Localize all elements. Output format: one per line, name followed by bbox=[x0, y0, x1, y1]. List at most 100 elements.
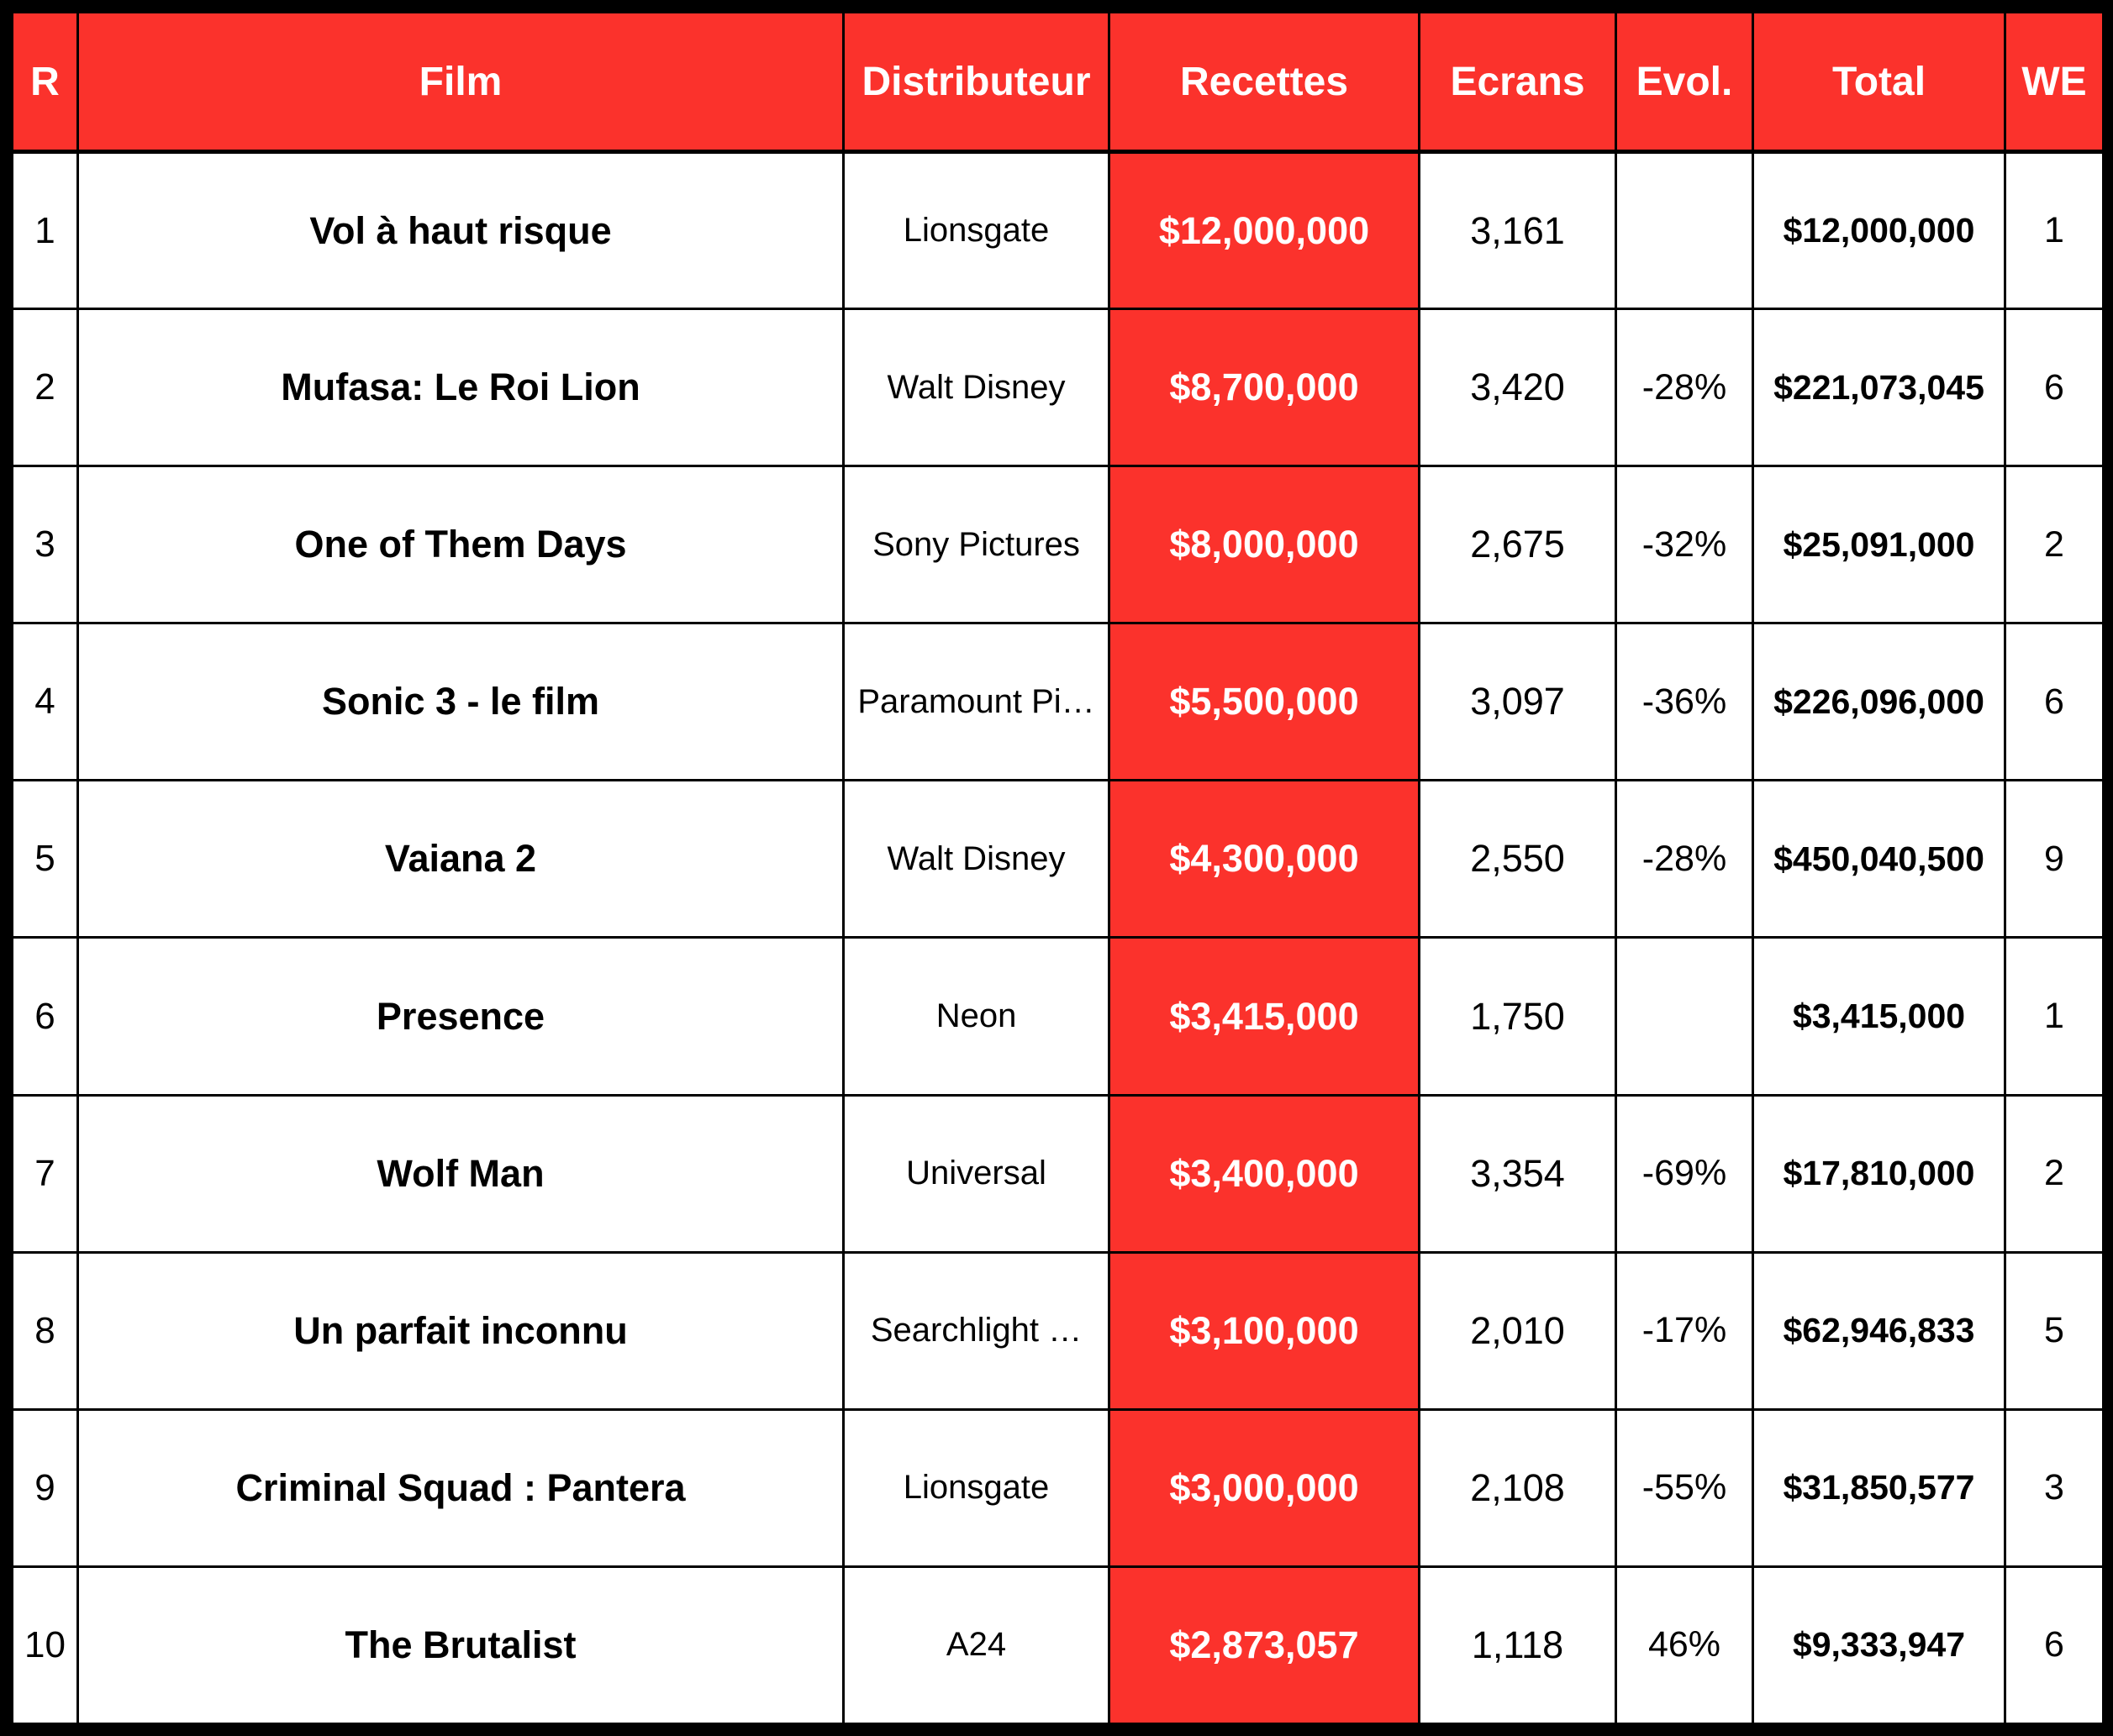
cell-rank: 3 bbox=[11, 465, 79, 625]
cell-receipts: $5,500,000 bbox=[1108, 622, 1420, 782]
cell-screens: 2,675 bbox=[1418, 465, 1617, 625]
cell-rank: 1 bbox=[11, 150, 79, 311]
cell-screens: 3,097 bbox=[1418, 622, 1617, 782]
cell-screens: 2,010 bbox=[1418, 1250, 1617, 1411]
table-row: 5 Vaiana 2 Walt Disney $4,300,000 2,550 … bbox=[11, 779, 2105, 939]
cell-rank: 8 bbox=[11, 1250, 79, 1411]
cell-total: $31,850,577 bbox=[1752, 1407, 2006, 1568]
cell-film: Vol à haut risque bbox=[76, 150, 845, 311]
cell-screens: 3,354 bbox=[1418, 1093, 1617, 1254]
cell-distributor: Lionsgate bbox=[842, 150, 1110, 311]
cell-weeks: 2 bbox=[2004, 1093, 2105, 1254]
cell-total: $62,946,833 bbox=[1752, 1250, 2006, 1411]
cell-evolution: 46% bbox=[1615, 1565, 1754, 1726]
cell-distributor: Universal bbox=[842, 1093, 1110, 1254]
cell-distributor: Searchlight … bbox=[842, 1250, 1110, 1411]
cell-receipts: $3,000,000 bbox=[1108, 1407, 1420, 1568]
cell-film: Mufasa: Le Roi Lion bbox=[76, 308, 845, 468]
cell-rank: 2 bbox=[11, 308, 79, 468]
table-row: 1 Vol à haut risque Lionsgate $12,000,00… bbox=[11, 150, 2105, 311]
cell-film: Wolf Man bbox=[76, 1093, 845, 1254]
cell-screens: 1,750 bbox=[1418, 936, 1617, 1097]
cell-total: $221,073,045 bbox=[1752, 308, 2006, 468]
cell-rank: 10 bbox=[11, 1565, 79, 1726]
header-weeks: WE bbox=[2004, 11, 2105, 154]
table-row: 7 Wolf Man Universal $3,400,000 3,354 -6… bbox=[11, 1093, 2105, 1254]
cell-receipts: $2,873,057 bbox=[1108, 1565, 1420, 1726]
cell-film: Presence bbox=[76, 936, 845, 1097]
cell-weeks: 1 bbox=[2004, 150, 2105, 311]
table-row: 3 One of Them Days Sony Pictures $8,000,… bbox=[11, 465, 2105, 625]
cell-evolution bbox=[1615, 150, 1754, 311]
header-film: Film bbox=[76, 11, 845, 154]
cell-total: $17,810,000 bbox=[1752, 1093, 2006, 1254]
cell-evolution: -69% bbox=[1615, 1093, 1754, 1254]
cell-film: Vaiana 2 bbox=[76, 779, 845, 939]
cell-rank: 4 bbox=[11, 622, 79, 782]
box-office-table: R Film Distributeur Recettes Ecrans Evol… bbox=[11, 11, 2105, 1726]
cell-receipts: $12,000,000 bbox=[1108, 150, 1420, 311]
cell-total: $9,333,947 bbox=[1752, 1565, 2006, 1726]
cell-film: Criminal Squad : Pantera bbox=[76, 1407, 845, 1568]
header-total: Total bbox=[1752, 11, 2006, 154]
header-receipts: Recettes bbox=[1108, 11, 1420, 154]
cell-weeks: 6 bbox=[2004, 622, 2105, 782]
cell-rank: 5 bbox=[11, 779, 79, 939]
table-row: 9 Criminal Squad : Pantera Lionsgate $3,… bbox=[11, 1407, 2105, 1568]
cell-film: Sonic 3 - le film bbox=[76, 622, 845, 782]
cell-rank: 6 bbox=[11, 936, 79, 1097]
cell-receipts: $4,300,000 bbox=[1108, 779, 1420, 939]
header-row: R Film Distributeur Recettes Ecrans Evol… bbox=[11, 11, 2105, 154]
cell-distributor: Walt Disney bbox=[842, 779, 1110, 939]
cell-evolution: -17% bbox=[1615, 1250, 1754, 1411]
cell-film: One of Them Days bbox=[76, 465, 845, 625]
cell-weeks: 6 bbox=[2004, 1565, 2105, 1726]
cell-distributor: A24 bbox=[842, 1565, 1110, 1726]
cell-receipts: $3,100,000 bbox=[1108, 1250, 1420, 1411]
cell-total: $25,091,000 bbox=[1752, 465, 2006, 625]
table-row: 4 Sonic 3 - le film Paramount Pi… $5,500… bbox=[11, 622, 2105, 782]
cell-weeks: 5 bbox=[2004, 1250, 2105, 1411]
table-row: 8 Un parfait inconnu Searchlight … $3,10… bbox=[11, 1250, 2105, 1411]
cell-evolution: -28% bbox=[1615, 308, 1754, 468]
cell-distributor: Walt Disney bbox=[842, 308, 1110, 468]
cell-screens: 2,550 bbox=[1418, 779, 1617, 939]
table-row: 10 The Brutalist A24 $2,873,057 1,118 46… bbox=[11, 1565, 2105, 1726]
cell-screens: 2,108 bbox=[1418, 1407, 1617, 1568]
cell-screens: 1,118 bbox=[1418, 1565, 1617, 1726]
cell-weeks: 3 bbox=[2004, 1407, 2105, 1568]
cell-total: $450,040,500 bbox=[1752, 779, 2006, 939]
cell-total: $226,096,000 bbox=[1752, 622, 2006, 782]
cell-evolution bbox=[1615, 936, 1754, 1097]
cell-evolution: -36% bbox=[1615, 622, 1754, 782]
cell-weeks: 1 bbox=[2004, 936, 2105, 1097]
cell-film: The Brutalist bbox=[76, 1565, 845, 1726]
cell-evolution: -28% bbox=[1615, 779, 1754, 939]
cell-evolution: -55% bbox=[1615, 1407, 1754, 1568]
header-rank: R bbox=[11, 11, 79, 154]
cell-distributor: Sony Pictures bbox=[842, 465, 1110, 625]
table-row: 2 Mufasa: Le Roi Lion Walt Disney $8,700… bbox=[11, 308, 2105, 468]
cell-total: $12,000,000 bbox=[1752, 150, 2006, 311]
cell-screens: 3,420 bbox=[1418, 308, 1617, 468]
cell-evolution: -32% bbox=[1615, 465, 1754, 625]
cell-rank: 9 bbox=[11, 1407, 79, 1568]
cell-distributor: Neon bbox=[842, 936, 1110, 1097]
cell-receipts: $8,000,000 bbox=[1108, 465, 1420, 625]
cell-weeks: 2 bbox=[2004, 465, 2105, 625]
cell-receipts: $8,700,000 bbox=[1108, 308, 1420, 468]
header-evolution: Evol. bbox=[1615, 11, 1754, 154]
cell-screens: 3,161 bbox=[1418, 150, 1617, 311]
cell-film: Un parfait inconnu bbox=[76, 1250, 845, 1411]
cell-weeks: 6 bbox=[2004, 308, 2105, 468]
header-distributor: Distributeur bbox=[842, 11, 1110, 154]
cell-distributor: Lionsgate bbox=[842, 1407, 1110, 1568]
header-screens: Ecrans bbox=[1418, 11, 1617, 154]
cell-rank: 7 bbox=[11, 1093, 79, 1254]
cell-total: $3,415,000 bbox=[1752, 936, 2006, 1097]
cell-weeks: 9 bbox=[2004, 779, 2105, 939]
cell-receipts: $3,400,000 bbox=[1108, 1093, 1420, 1254]
cell-receipts: $3,415,000 bbox=[1108, 936, 1420, 1097]
table-row: 6 Presence Neon $3,415,000 1,750 $3,415,… bbox=[11, 936, 2105, 1097]
